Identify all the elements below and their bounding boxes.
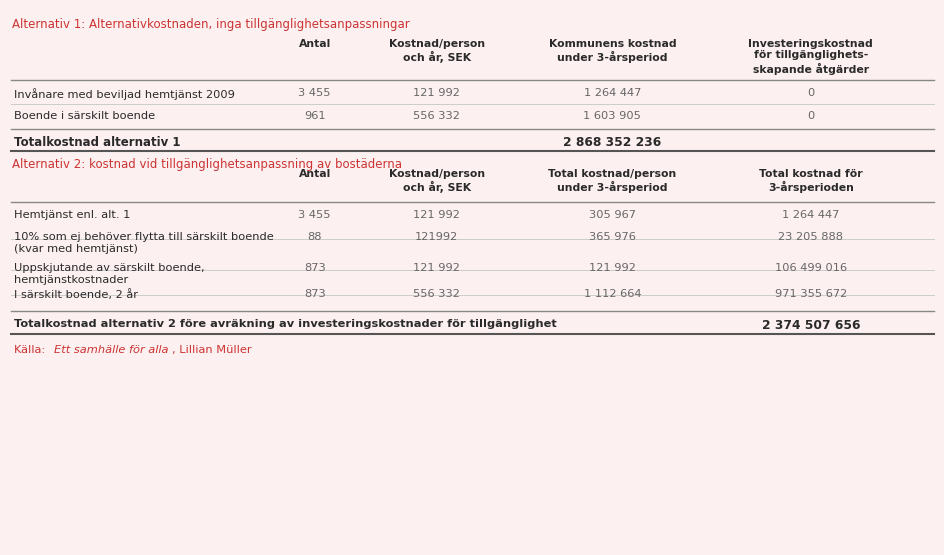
- Text: 971 355 672: 971 355 672: [774, 289, 846, 299]
- Text: I särskilt boende, 2 år: I särskilt boende, 2 år: [14, 289, 138, 300]
- Text: Alternativ 1: Alternativkostnaden, inga tillgänglighetsanpassningar: Alternativ 1: Alternativkostnaden, inga …: [12, 18, 410, 31]
- Text: 365 976: 365 976: [588, 232, 635, 242]
- Text: Investeringskostnad
för tillgänglighets-
skapande åtgärder: Investeringskostnad för tillgänglighets-…: [748, 39, 872, 74]
- Text: Hemtjänst enl. alt. 1: Hemtjänst enl. alt. 1: [14, 210, 130, 220]
- Text: 1 603 905: 1 603 905: [582, 111, 641, 121]
- Text: 1 264 447: 1 264 447: [782, 210, 838, 220]
- Text: Uppskjutande av särskilt boende,
hemtjänstkostnader: Uppskjutande av särskilt boende, hemtjän…: [14, 263, 205, 285]
- Text: Antal: Antal: [298, 39, 330, 49]
- Text: Antal: Antal: [298, 169, 330, 179]
- Text: 121992: 121992: [414, 232, 458, 242]
- Text: 556 332: 556 332: [413, 111, 460, 121]
- Text: 121 992: 121 992: [413, 88, 460, 98]
- Text: 1 112 664: 1 112 664: [583, 289, 640, 299]
- Text: 873: 873: [303, 289, 326, 299]
- Text: 305 967: 305 967: [588, 210, 635, 220]
- Text: 961: 961: [304, 111, 325, 121]
- Text: Ett samhälle för alla: Ett samhälle för alla: [54, 345, 168, 355]
- Text: Totalkostnad alternativ 1: Totalkostnad alternativ 1: [14, 136, 180, 149]
- Text: Kostnad/person
och år, SEK: Kostnad/person och år, SEK: [388, 39, 484, 63]
- Text: 873: 873: [303, 263, 326, 273]
- Text: 121 992: 121 992: [588, 263, 635, 273]
- Text: Alternativ 2: kostnad vid tillgänglighetsanpassning av bostäderna: Alternativ 2: kostnad vid tillgänglighet…: [12, 158, 402, 171]
- Text: Källa:: Källa:: [14, 345, 49, 355]
- Text: Total kostnad/person
under 3-årsperiod: Total kostnad/person under 3-årsperiod: [548, 169, 676, 193]
- Text: Boende i särskilt boende: Boende i särskilt boende: [14, 111, 155, 121]
- Text: 10% som ej behöver flytta till särskilt boende
(kvar med hemtjänst): 10% som ej behöver flytta till särskilt …: [14, 232, 274, 254]
- Text: 106 499 016: 106 499 016: [774, 263, 846, 273]
- Text: 3 455: 3 455: [298, 210, 330, 220]
- Text: 121 992: 121 992: [413, 210, 460, 220]
- Text: Totalkostnad alternativ 2 före avräkning av investeringskostnader för tillgängli: Totalkostnad alternativ 2 före avräkning…: [14, 319, 556, 329]
- Text: 0: 0: [806, 88, 814, 98]
- Text: Kostnad/person
och år, SEK: Kostnad/person och år, SEK: [388, 169, 484, 193]
- Text: 0: 0: [806, 111, 814, 121]
- Text: 556 332: 556 332: [413, 289, 460, 299]
- Text: Invånare med beviljad hemtjänst 2009: Invånare med beviljad hemtjänst 2009: [14, 88, 235, 99]
- Text: 3 455: 3 455: [298, 88, 330, 98]
- Text: , Lillian Müller: , Lillian Müller: [172, 345, 251, 355]
- Text: 23 205 888: 23 205 888: [778, 232, 842, 242]
- Text: 88: 88: [307, 232, 322, 242]
- Text: 121 992: 121 992: [413, 263, 460, 273]
- Text: Total kostnad för
3-årsperioden: Total kostnad för 3-årsperioden: [758, 169, 862, 193]
- Text: Kommunens kostnad
under 3-årsperiod: Kommunens kostnad under 3-årsperiod: [548, 39, 676, 63]
- Text: 2 374 507 656: 2 374 507 656: [761, 319, 859, 331]
- Text: 2 868 352 236: 2 868 352 236: [563, 136, 661, 149]
- Text: 1 264 447: 1 264 447: [583, 88, 640, 98]
